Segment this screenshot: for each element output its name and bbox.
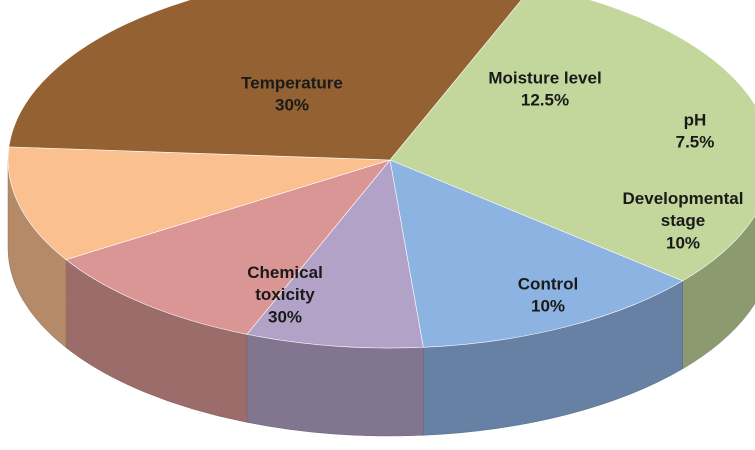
slice — [246, 159, 424, 349]
slice — [389, 159, 684, 348]
slice — [7, 146, 391, 260]
slice-label: Moisture level — [488, 68, 601, 87]
slice-labels: Temperature 30% Moisture level 12.5% pH 7.5% D… — [241, 68, 743, 326]
slice-value-label: 10% — [666, 233, 700, 252]
slice-label: Chemical toxicity — [247, 263, 323, 304]
slice-label: Developmental stage — [623, 189, 744, 230]
slice — [8, 0, 522, 161]
slice-value-label: 30% — [275, 95, 309, 114]
slice-value-label: 10% — [531, 296, 565, 315]
slice-value-label: 12.5% — [521, 90, 569, 109]
pie-sides — [7, 159, 755, 437]
slice-label: Control — [518, 274, 578, 293]
slice — [65, 159, 391, 335]
slice-label: Temperature — [241, 73, 343, 92]
slice-side — [246, 334, 424, 437]
slice — [389, 0, 755, 282]
slice-value-label: 30% — [268, 307, 302, 326]
slice-label: pH — [684, 110, 707, 129]
pie-tops — [7, 0, 755, 349]
slice-value-label: 7.5% — [676, 132, 715, 151]
